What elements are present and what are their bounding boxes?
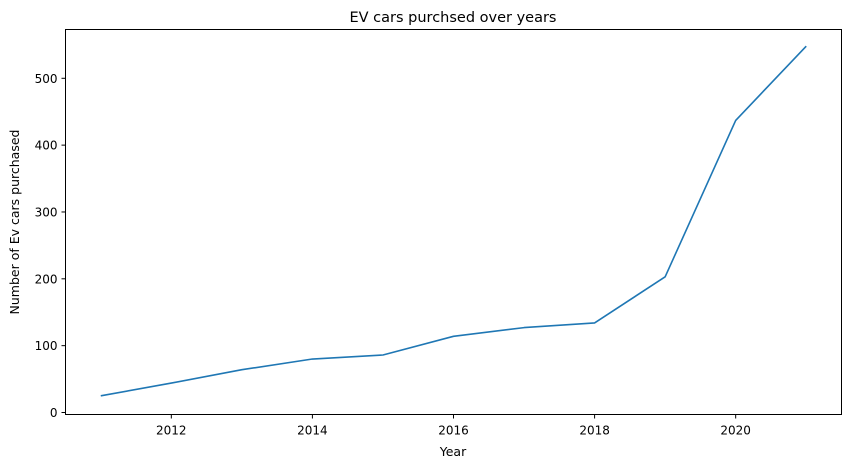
y-tick-label: 0 [50,406,58,420]
y-tick-label: 400 [35,139,58,153]
y-axis-label: Number of Ev cars purchased [7,130,22,315]
chart-title: EV cars purchsed over years [349,10,556,26]
y-axis: 0 100 200 300 400 500 [35,72,66,420]
y-tick-label: 100 [35,339,58,353]
x-tick-label: 2012 [156,424,187,438]
y-tick-label: 500 [35,72,58,86]
x-tick-label: 2016 [438,424,469,438]
x-tick-label: 2014 [297,424,328,438]
series-line-0 [100,45,807,397]
x-axis-label: Year [439,444,467,459]
x-axis: 2012 2014 2016 2018 2020 [156,414,751,438]
plot-frame [65,29,842,415]
y-tick-label: 300 [35,205,58,219]
plot-area [100,45,807,397]
x-tick-label: 2020 [720,424,751,438]
x-tick-label: 2018 [579,424,610,438]
y-tick-label: 200 [35,272,58,286]
